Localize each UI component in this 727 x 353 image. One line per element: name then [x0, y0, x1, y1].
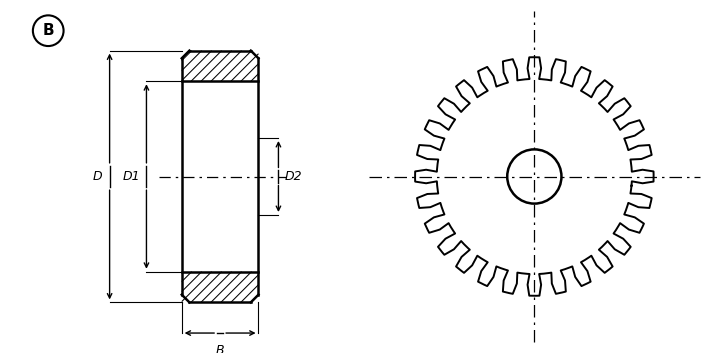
Text: D1: D1	[123, 170, 140, 183]
Text: D2: D2	[284, 170, 302, 183]
Text: B: B	[216, 344, 225, 353]
Text: D: D	[92, 170, 102, 183]
Text: B: B	[42, 23, 54, 38]
